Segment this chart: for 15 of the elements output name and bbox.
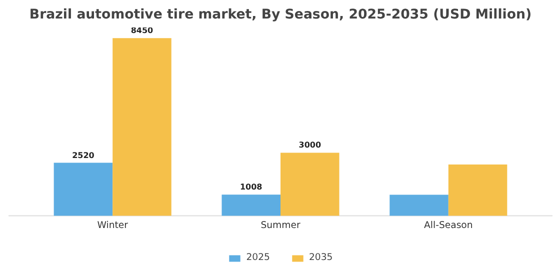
bar: [448, 164, 508, 216]
x-tick-label: Summer: [260, 220, 300, 231]
data-label: 1008: [240, 182, 263, 192]
bar: [280, 152, 340, 216]
x-tick-label: All-Season: [424, 220, 473, 231]
data-label: 3000: [298, 140, 322, 150]
chart-title: Brazil automotive tire market, By Season, 2025-2035 (USD Million): [29, 8, 532, 22]
bar: [54, 162, 113, 216]
bar: [222, 194, 280, 216]
bar: [390, 194, 448, 216]
bar: [112, 38, 172, 216]
legend-label: 2035: [309, 252, 333, 263]
x-tick-label: Winter: [97, 220, 128, 231]
legend-label: 2025: [246, 252, 270, 263]
data-label: 2520: [72, 150, 95, 160]
